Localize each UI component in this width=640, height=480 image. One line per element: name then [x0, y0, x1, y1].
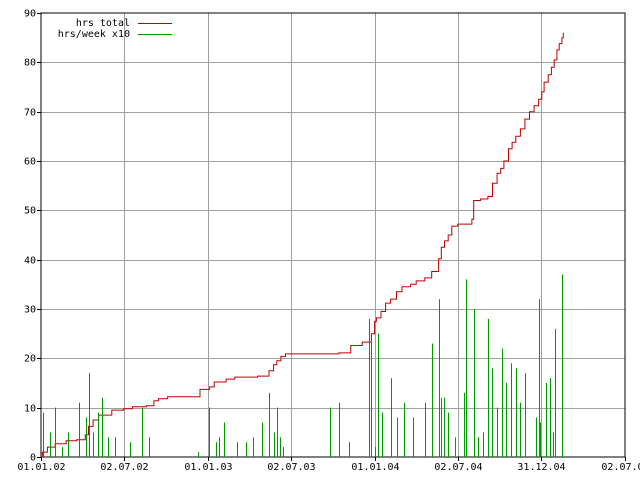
x-tick-label: 02.07.04 — [434, 462, 482, 473]
x-tick-label: 01.01.04 — [351, 462, 399, 473]
x-tick-label: 02.07.02 — [100, 462, 148, 473]
y-tick-label: 50 — [24, 206, 36, 217]
legend-label: hrs/week x10 — [58, 29, 130, 40]
x-tick-label: 02.07.03 — [267, 462, 315, 473]
plot-area-frame — [40, 12, 626, 458]
y-tick-label: 20 — [24, 354, 36, 365]
y-tick-label: 30 — [24, 305, 36, 316]
y-tick-label: 10 — [24, 404, 36, 415]
total-hours-line — [41, 32, 564, 458]
series-1-spikes — [43, 274, 563, 457]
y-tick-label: 0 — [30, 453, 36, 464]
axis-ticks: 0 10 20 30 40 50 60 70 80 90 01.01.02 02.07.02 01.01… — [17, 9, 640, 474]
y-tick-label: 80 — [24, 58, 36, 69]
y-tick-label: 90 — [24, 9, 36, 20]
x-tick-label: 02.07.05 — [601, 462, 640, 473]
x-tick-label: 01.01.02 — [17, 462, 65, 473]
y-tick-label: 70 — [24, 108, 36, 119]
y-tick-label: 60 — [24, 157, 36, 168]
x-tick-label: 31.12.04 — [517, 462, 565, 473]
grid — [41, 13, 625, 457]
legend-label: hrs total — [76, 18, 130, 29]
series-group — [41, 32, 564, 458]
x-tick-label: 01.01.03 — [184, 462, 232, 473]
y-tick-label: 40 — [24, 256, 36, 267]
